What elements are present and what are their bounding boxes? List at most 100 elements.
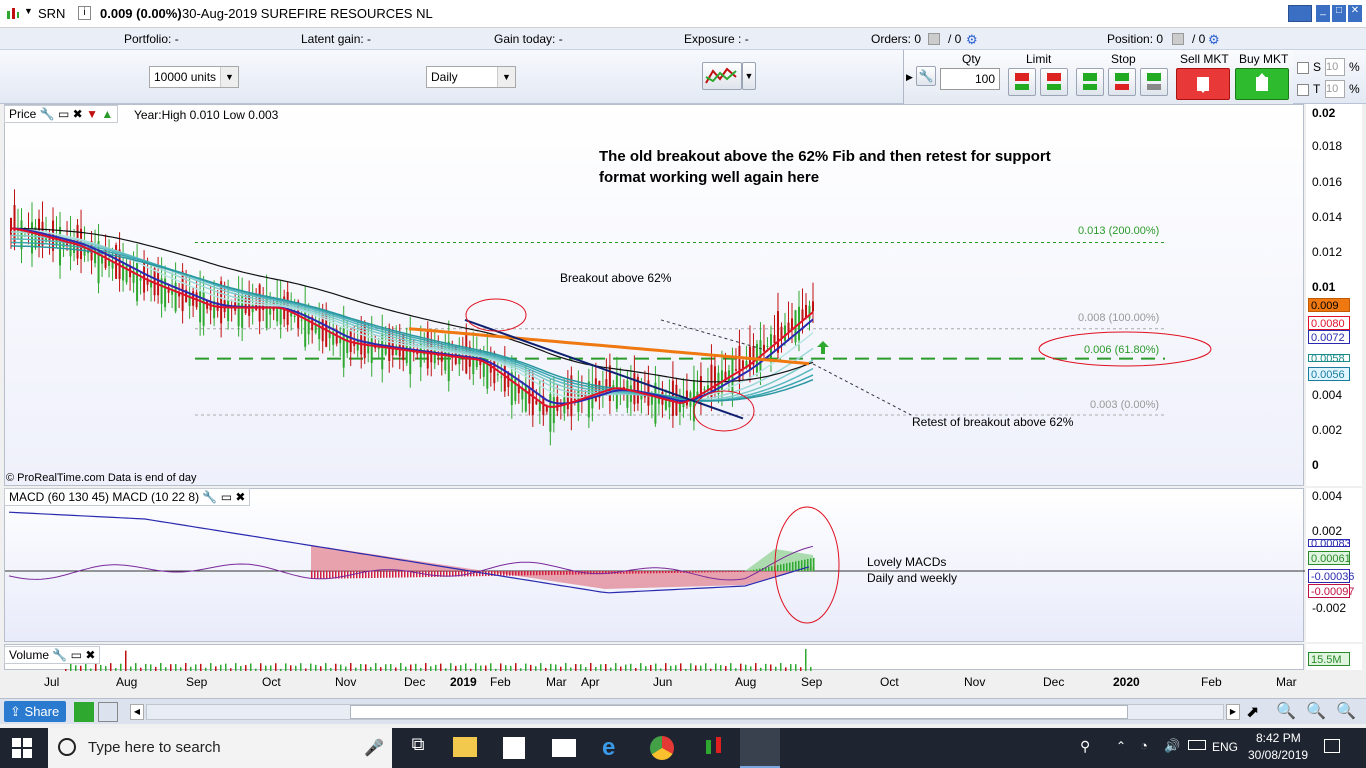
ma-ribbon-line [11,241,814,402]
collapse-arrow-icon[interactable]: ▶ [906,72,913,82]
tools-icon[interactable] [74,702,94,722]
limit-buy-button[interactable] [1040,68,1068,96]
price-scale[interactable] [1306,104,1362,486]
keyboard-icon[interactable] [1288,5,1312,22]
minimize-button[interactable]: _ [1316,5,1330,22]
wrench-icon[interactable]: 🔧 [202,490,218,504]
edge-icon[interactable]: e [602,734,616,761]
volume-bar [515,663,517,671]
zoom-in-icon[interactable]: 🔍 [1336,703,1356,720]
microphone-icon[interactable]: 🎤 [364,740,384,757]
windows-start-icon[interactable] [12,738,32,758]
limit-sell-button[interactable] [1008,68,1036,96]
window-icon[interactable]: ▭ [70,648,83,662]
symbol-label[interactable]: SRN [38,6,66,21]
candle-body [570,375,573,417]
store-icon[interactable] [503,737,525,759]
arrow-down-icon[interactable]: ▼ [86,107,98,121]
volume-icon[interactable]: 🔊 [1164,738,1181,753]
price-chart-panel[interactable] [4,104,1304,486]
chrome-icon[interactable] [650,736,674,760]
clock-time[interactable]: 8:42 PM [1256,731,1301,745]
info-icon[interactable]: i [78,6,91,20]
chart-app-active-icon[interactable] [740,728,780,768]
s-value-input[interactable] [1325,58,1345,76]
close-icon[interactable]: ✖ [85,648,96,662]
candle-body [731,359,734,394]
chart-style-button[interactable] [702,62,742,90]
t-checkbox[interactable] [1297,84,1309,96]
volume-bar [115,668,117,671]
close-button[interactable]: ✕ [1348,5,1362,22]
candle-body [584,394,587,397]
volume-bar [110,663,112,671]
volume-bar [315,664,317,671]
orders-settings-icon[interactable]: ⚙ [966,32,978,47]
position-settings-icon[interactable]: ⚙ [1208,32,1220,47]
taskbar-search-box[interactable]: Type here to search 🎤 [48,728,392,768]
task-view-icon[interactable]: ⧉ [411,734,425,754]
stop-buy-button[interactable] [1076,68,1104,96]
close-icon[interactable]: ✖ [72,107,83,121]
candle-body [402,334,405,361]
chevron-down-icon[interactable]: ▼ [24,6,33,16]
copyright: © ProRealTime.com Data is end of day [6,472,197,484]
zoom-out-icon[interactable]: 🔍 [1306,703,1326,720]
macd-hist-bar [506,571,508,576]
clock-date[interactable]: 30/08/2019 [1248,748,1309,762]
units-dropdown[interactable]: 10000 units ▼ [149,66,239,88]
macd-scale[interactable] [1306,488,1362,642]
period-dropdown[interactable]: Daily ▼ [426,66,516,88]
volume-panel[interactable] [4,644,1304,671]
macd-hist-bar [503,571,505,576]
zoom-fit-icon[interactable]: 🔍 [1276,703,1296,720]
buy-market-button[interactable] [1235,68,1289,100]
language-label[interactable]: ENG [1212,740,1239,754]
stop-sell-button[interactable] [1108,68,1136,96]
indicators-icon[interactable] [98,702,118,722]
candle-body [325,309,328,347]
time-tick: Dec [1043,675,1065,689]
auto-scroll-icon[interactable]: ⬈ [1246,704,1260,721]
price-tick: 0.02 [1312,106,1336,120]
wrench-icon[interactable]: 🔧 [52,648,68,662]
window-icon[interactable]: ▭ [220,490,233,504]
battery-icon[interactable] [1188,740,1206,750]
file-explorer-icon[interactable] [453,737,477,757]
position-cancel-icon[interactable] [1172,33,1184,45]
macd-tag: 0.00061 [1308,551,1351,565]
s-checkbox[interactable] [1297,62,1309,74]
scroll-left-button[interactable]: ◀ [130,704,144,720]
prorealtime-icon[interactable] [700,734,728,762]
macd-hist-bar [449,571,451,577]
macd-panel[interactable] [4,488,1305,642]
stop-limit-button[interactable] [1140,68,1168,96]
candle-body [423,352,426,356]
macd-hist-bar [332,571,334,579]
macd-hist-bar [329,571,331,579]
arrow-up-icon[interactable]: ▲ [101,107,114,121]
close-icon[interactable]: ✖ [235,490,246,504]
maximize-button[interactable]: □ [1332,5,1346,22]
wrench-icon[interactable]: 🔧 [916,66,936,86]
orders-cancel-icon[interactable] [928,33,940,45]
window-icon[interactable]: ▭ [57,107,70,121]
sell-market-button[interactable] [1176,68,1230,100]
mail-icon[interactable] [552,739,576,757]
wrench-icon[interactable]: 🔧 [39,107,55,121]
notifications-icon[interactable] [1324,739,1340,753]
chevron-up-icon[interactable]: ⌃ [1116,739,1127,753]
scroll-right-button[interactable]: ▶ [1226,704,1240,720]
share-button[interactable]: ⇪ Share [4,701,66,722]
qty-input[interactable] [940,68,1000,90]
people-icon[interactable]: ⚲ [1080,738,1091,754]
volume-bar [470,668,472,671]
t-value-input[interactable] [1325,80,1345,98]
scrollbar-thumb[interactable] [350,705,1128,719]
macd-hist-bar [575,571,577,575]
macd-hist-bar [756,569,758,571]
chart-style-dropdown[interactable]: ▼ [742,62,756,90]
macd-hist-bar [326,571,328,579]
time-axis[interactable]: Jul Aug Sep Oct Nov Dec 2019 Feb Mar Apr… [0,672,1366,692]
network-icon[interactable]: ◔ [1140,738,1148,753]
